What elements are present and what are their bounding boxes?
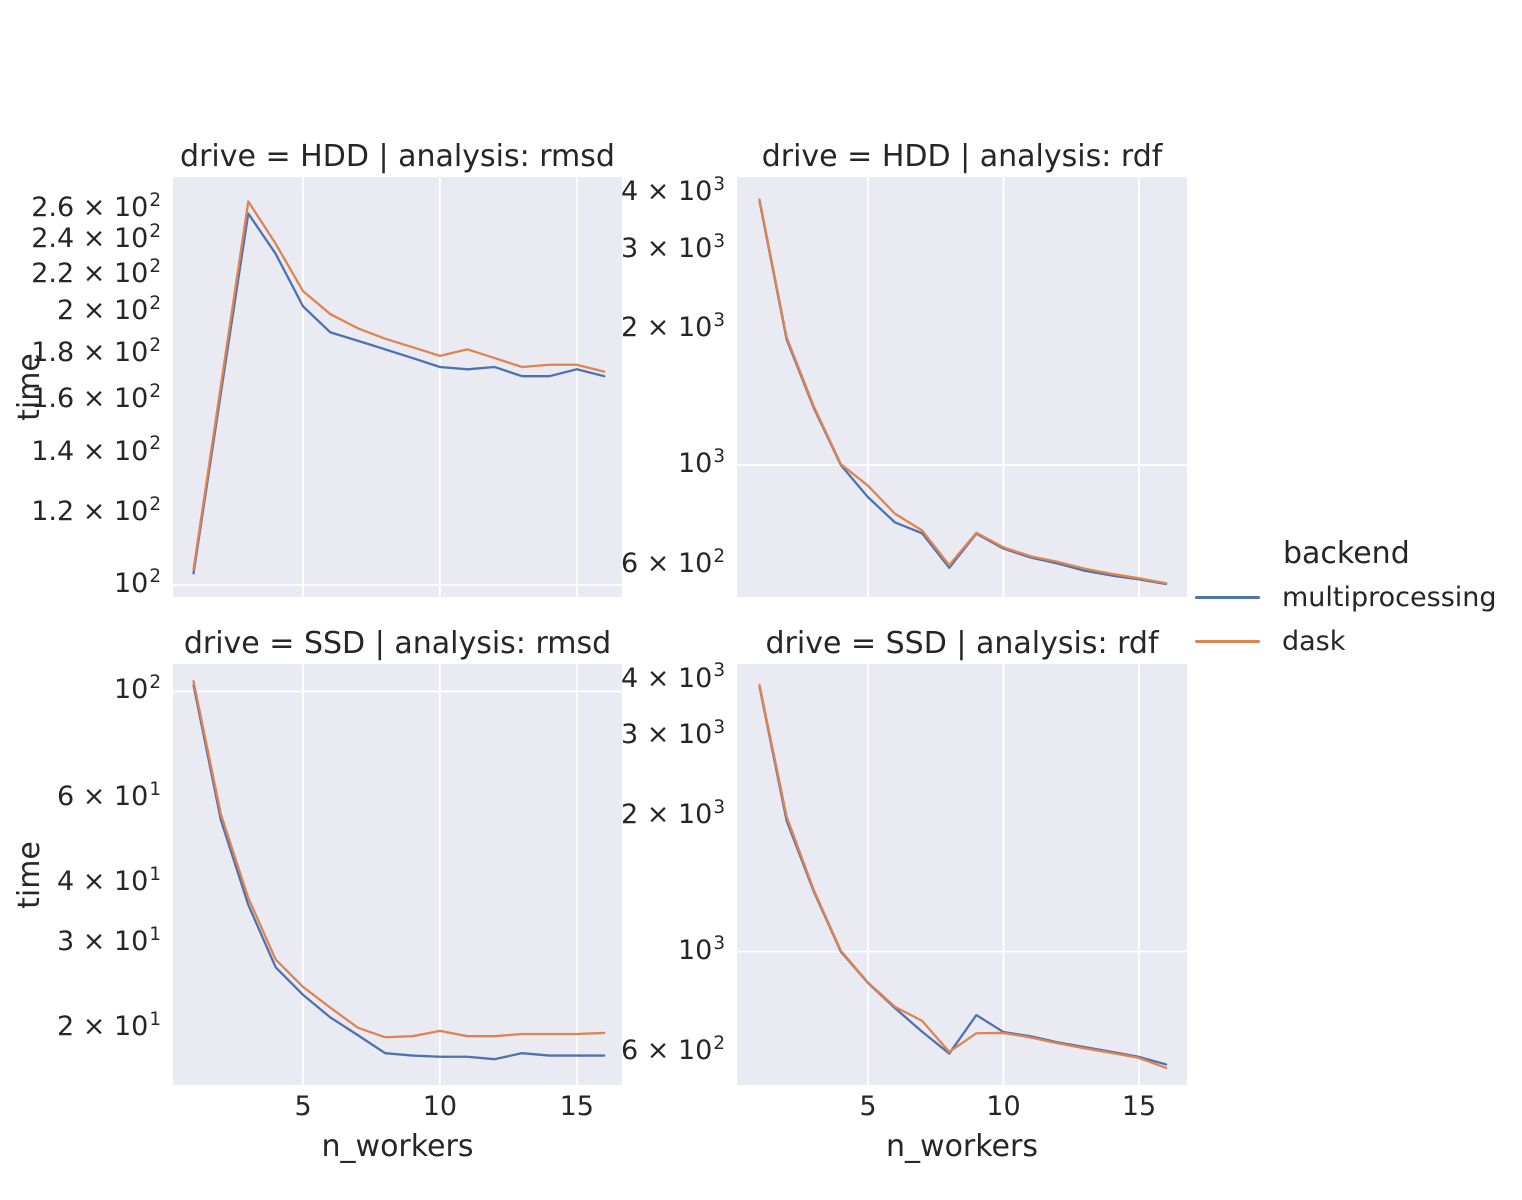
y-tick-label: 103 [677, 932, 725, 966]
plot-svg-ssd-rmsd [173, 664, 622, 1085]
y-tick-label: 103 [677, 445, 725, 480]
facet-title-hdd-rmsd: drive = HDD | analysis: rmsd [180, 139, 615, 174]
y-tick-label: 102 [113, 672, 161, 706]
legend-label: multiprocessing [1282, 581, 1497, 613]
x-axis-label-left: n_workers [321, 1129, 474, 1164]
line-multiprocessing-hdd-rdf [758, 199, 1168, 586]
y-tick-label: 1.8 × 102 [31, 334, 161, 368]
y-axis-label-bottom: time [12, 841, 47, 909]
line-multiprocessing-hdd-rmsd [192, 212, 606, 575]
legend-entry-dask: dask [1195, 619, 1497, 663]
y-tick-label: 2.6 × 102 [31, 189, 161, 223]
dask-line-swatch [1195, 639, 1260, 643]
x-tick-label: 10 [422, 1091, 458, 1122]
y-tick-label: 3 × 103 [620, 230, 725, 264]
facet-title-ssd-rdf: drive = SSD | analysis: rdf [765, 626, 1159, 661]
line-multiprocessing-ssd-rdf [758, 685, 1168, 1066]
y-tick-label: 4 × 101 [56, 863, 161, 897]
line-dask-ssd-rmsd [192, 680, 606, 1039]
y-tick-label: 6 × 101 [56, 779, 161, 813]
multiprocessing-line-swatch [1195, 595, 1260, 599]
plot-svg-ssd-rdf [737, 664, 1187, 1085]
y-tick-label: 1.6 × 102 [31, 380, 161, 415]
y-tick-label: 2 × 101 [56, 1008, 161, 1042]
line-dask-hdd-rdf [758, 198, 1168, 585]
x-tick-label: 15 [559, 1091, 594, 1122]
line-dask-hdd-rmsd [192, 200, 606, 571]
y-tick-label: 2 × 102 [56, 293, 161, 327]
line-multiprocessing-ssd-rmsd [192, 684, 606, 1061]
y-tick-label: 4 × 103 [620, 660, 725, 694]
legend-label: dask [1282, 625, 1346, 657]
plot-area-hdd-rdf [737, 177, 1187, 597]
y-tick-label: 3 × 103 [620, 716, 725, 751]
plot-svg-hdd-rdf [737, 177, 1187, 597]
y-tick-label: 102 [113, 565, 161, 599]
y-tick-label: 4 × 103 [620, 174, 725, 208]
y-tick-label: 6 × 102 [620, 546, 725, 580]
y-axis-label-top: time [12, 353, 47, 421]
y-tick-label: 3 × 101 [56, 923, 161, 957]
plot-area-ssd-rdf [737, 664, 1187, 1085]
y-tick-label: 6 × 102 [620, 1032, 725, 1066]
y-tick-label: 2.4 × 102 [31, 221, 161, 255]
legend-title-row: backend [1195, 531, 1497, 575]
x-tick-label: 5 [859, 1091, 877, 1122]
y-tick-label: 1.4 × 102 [31, 433, 161, 467]
x-tick-label: 15 [1121, 1091, 1157, 1122]
line-dask-ssd-rdf [758, 683, 1168, 1070]
y-tick-label: 2 × 103 [620, 310, 725, 344]
facet-title-hdd-rdf: drive = HDD | analysis: rdf [761, 139, 1163, 174]
x-tick-label: 10 [986, 1091, 1021, 1122]
x-axis-label-right: n_workers [886, 1129, 1038, 1164]
legend: backend multiprocessing dask [1195, 531, 1497, 663]
facet-title-ssd-rmsd: drive = SSD | analysis: rmsd [183, 626, 612, 661]
y-tick-label: 1.2 × 102 [31, 494, 161, 528]
plot-svg-hdd-rmsd [173, 177, 622, 597]
legend-entry-multiprocessing: multiprocessing [1195, 575, 1497, 619]
legend-title: backend [1283, 535, 1410, 571]
y-tick-label: 2 × 103 [620, 796, 725, 830]
y-tick-label: 2.2 × 102 [31, 255, 161, 289]
x-tick-label: 5 [294, 1091, 312, 1122]
plot-area-ssd-rmsd [173, 664, 622, 1085]
plot-area-hdd-rmsd [173, 177, 622, 597]
